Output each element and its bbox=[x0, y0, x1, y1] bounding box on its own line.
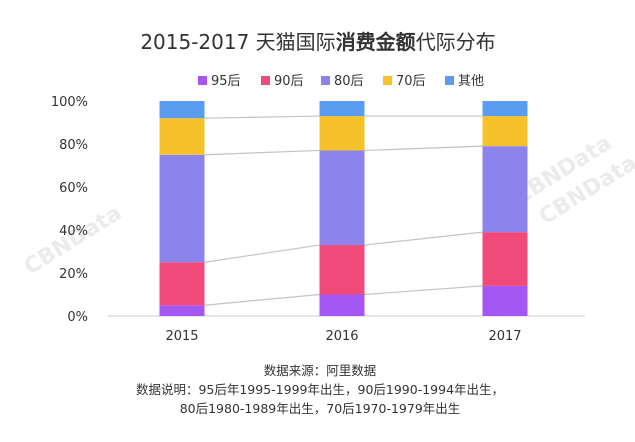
bar-segment bbox=[159, 101, 205, 119]
legend-swatch bbox=[261, 76, 270, 85]
source-note-line: 80后1980-1989年出生，70后1970-1979年出生 bbox=[180, 401, 461, 416]
legend-label: 95后 bbox=[211, 74, 241, 89]
connector-line bbox=[364, 231, 483, 246]
y-tick-label: 0% bbox=[67, 310, 88, 325]
bar-segment bbox=[482, 101, 528, 117]
bar-segment bbox=[159, 262, 205, 306]
legend-label: 70后 bbox=[396, 74, 426, 89]
connector-line bbox=[364, 285, 483, 296]
connector-line bbox=[364, 145, 483, 152]
y-tick-label: 40% bbox=[59, 224, 88, 239]
source-note-line: 数据说明：95后年1995-1999年出生，90后1990-1994年出生， bbox=[136, 382, 504, 397]
bar-segment bbox=[319, 150, 365, 246]
y-tick-label: 20% bbox=[59, 267, 88, 282]
bar-segment bbox=[319, 101, 365, 117]
chart-title-part: 代际分布 bbox=[416, 30, 496, 54]
bar-segment bbox=[482, 116, 528, 147]
connector-line bbox=[204, 293, 320, 306]
connector-line bbox=[204, 149, 320, 156]
x-tick-label: 2016 bbox=[325, 329, 358, 344]
chart-title-part: 消费金额 bbox=[336, 30, 416, 54]
source-note-line: 数据来源：阿里数据 bbox=[264, 363, 377, 378]
legend-swatch bbox=[445, 76, 454, 85]
y-tick-label: 80% bbox=[59, 138, 88, 153]
x-axis-labels: 2015 2016 2017 bbox=[165, 329, 521, 344]
legend-label: 90后 bbox=[274, 74, 304, 89]
bar-segment bbox=[482, 146, 528, 233]
legend-swatch bbox=[198, 76, 207, 85]
legend-swatch bbox=[383, 76, 392, 85]
legend-label: 80后 bbox=[334, 74, 364, 89]
y-tick-label: 100% bbox=[51, 95, 88, 110]
bar-segment bbox=[319, 116, 365, 151]
chart-title: 2015-2017 天猫国际消费金额代际分布 bbox=[140, 30, 495, 54]
bar-segment bbox=[319, 294, 365, 316]
bar-segment bbox=[159, 118, 205, 155]
bar-segment bbox=[159, 305, 205, 316]
bar-segment bbox=[319, 245, 365, 295]
y-tick-label: 60% bbox=[59, 181, 88, 196]
bar-segment bbox=[159, 154, 205, 263]
legend-swatch bbox=[321, 76, 330, 85]
legend: 95后 90后 80后 70后 其他 bbox=[198, 74, 484, 89]
chart-title-part: 2015-2017 天猫国际 bbox=[140, 30, 335, 54]
connector-lines bbox=[204, 115, 483, 306]
source-notes: 数据来源：阿里数据数据说明：95后年1995-1999年出生，90后1990-1… bbox=[136, 363, 504, 416]
x-tick-label: 2015 bbox=[165, 329, 198, 344]
x-tick-label: 2017 bbox=[488, 329, 521, 344]
bars bbox=[159, 101, 528, 316]
connector-line bbox=[204, 115, 320, 119]
y-axis: 0% 20% 40% 60% 80% 100% bbox=[51, 95, 585, 325]
bar-segment bbox=[482, 232, 528, 286]
legend-label: 其他 bbox=[458, 74, 484, 89]
bar-segment bbox=[482, 285, 528, 316]
connector-line bbox=[204, 244, 320, 263]
